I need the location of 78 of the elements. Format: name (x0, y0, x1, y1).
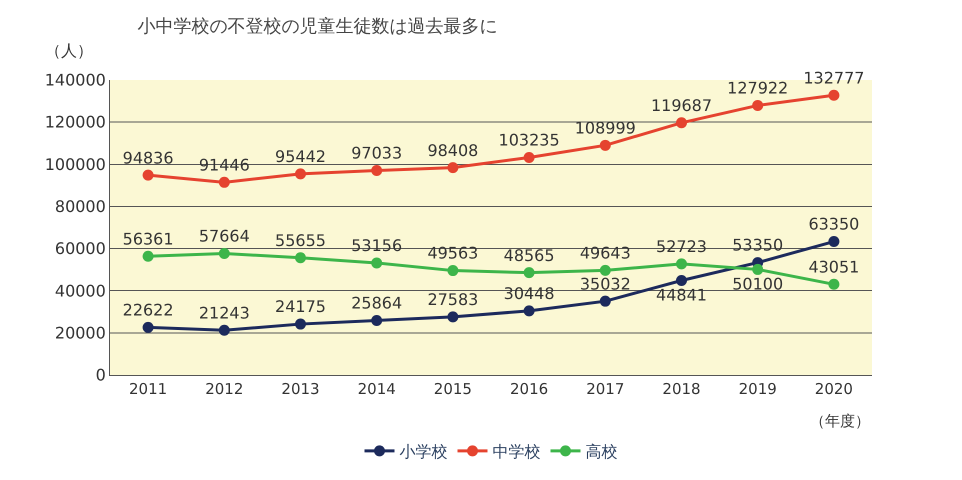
point (752, 100, 764, 111)
y-tick-label: 60000 (54, 239, 106, 258)
point (447, 162, 458, 174)
x-tick-label: 2015 (434, 380, 472, 398)
data-label: 56361 (122, 229, 174, 248)
legend-label: 中学校 (492, 442, 540, 462)
chart-title: 小中学校の不登校の児童生徒数は過去最多に (137, 16, 498, 37)
x-tick-label: 2011 (129, 380, 168, 398)
data-label: 98408 (427, 140, 478, 160)
data-label: 21243 (198, 303, 250, 322)
point (600, 264, 611, 276)
point (676, 258, 687, 270)
x-tick-label: 2019 (738, 380, 777, 398)
data-label: 25864 (351, 294, 402, 313)
data-label: 49563 (427, 244, 478, 263)
point (600, 296, 611, 307)
data-label: 63350 (808, 214, 860, 234)
data-label: 108999 (574, 118, 636, 138)
point (752, 264, 764, 275)
x-tick-label: 2012 (205, 380, 244, 398)
point (295, 252, 306, 264)
point (218, 248, 230, 259)
point (371, 257, 382, 268)
point (142, 170, 154, 181)
data-label: 103235 (498, 130, 560, 150)
point (828, 90, 840, 101)
x-tick-label: 2018 (662, 380, 701, 398)
data-label: 50100 (732, 274, 784, 294)
data-label: 27583 (427, 290, 478, 310)
point (371, 165, 382, 176)
point (142, 322, 154, 333)
point (524, 305, 535, 316)
x-tick-label: 2017 (586, 380, 624, 398)
point (447, 311, 458, 322)
data-label: 95442 (275, 147, 326, 166)
y-axis-title: （人） (45, 41, 93, 60)
y-tick-label: 140000 (44, 70, 106, 90)
data-label: 48565 (504, 246, 555, 265)
data-label: 55655 (275, 230, 326, 250)
legend-label: 高校 (586, 442, 618, 462)
y-tick-label: 0 (96, 366, 106, 385)
y-tick-label: 120000 (44, 112, 106, 132)
x-tick-label: 2014 (358, 380, 396, 398)
y-tick-label: 80000 (54, 197, 106, 216)
point (676, 117, 687, 128)
data-label: 127922 (727, 78, 788, 98)
point (218, 176, 230, 188)
point (295, 168, 306, 180)
point (447, 265, 458, 276)
data-label: 94836 (122, 148, 174, 168)
point (600, 140, 611, 151)
data-label: 57664 (198, 226, 250, 246)
data-label: 132777 (803, 68, 864, 88)
data-label: 35032 (580, 274, 631, 294)
point (676, 275, 687, 286)
x-axis-title: （年度） (810, 412, 870, 430)
legend-label: 小学校 (400, 442, 448, 462)
point (142, 250, 154, 262)
data-label: 97033 (351, 144, 402, 163)
data-label: 24175 (275, 297, 326, 316)
point (828, 278, 840, 290)
data-label: 43051 (808, 257, 860, 276)
point (218, 324, 230, 336)
point (371, 315, 382, 326)
data-label: 44841 (656, 285, 707, 304)
y-tick-label: 40000 (54, 281, 106, 300)
point (524, 267, 535, 278)
point (524, 152, 535, 163)
data-label: 119687 (650, 96, 712, 115)
x-tick-label: 2016 (510, 380, 548, 398)
data-label: 22622 (122, 300, 174, 320)
x-tick-label: 2020 (814, 380, 853, 398)
point (828, 236, 840, 248)
y-tick-label: 20000 (54, 323, 106, 342)
point (295, 318, 306, 330)
y-tick-label: 100000 (44, 154, 106, 174)
data-label: 49643 (580, 244, 631, 263)
x-tick-label: 2013 (281, 380, 320, 398)
